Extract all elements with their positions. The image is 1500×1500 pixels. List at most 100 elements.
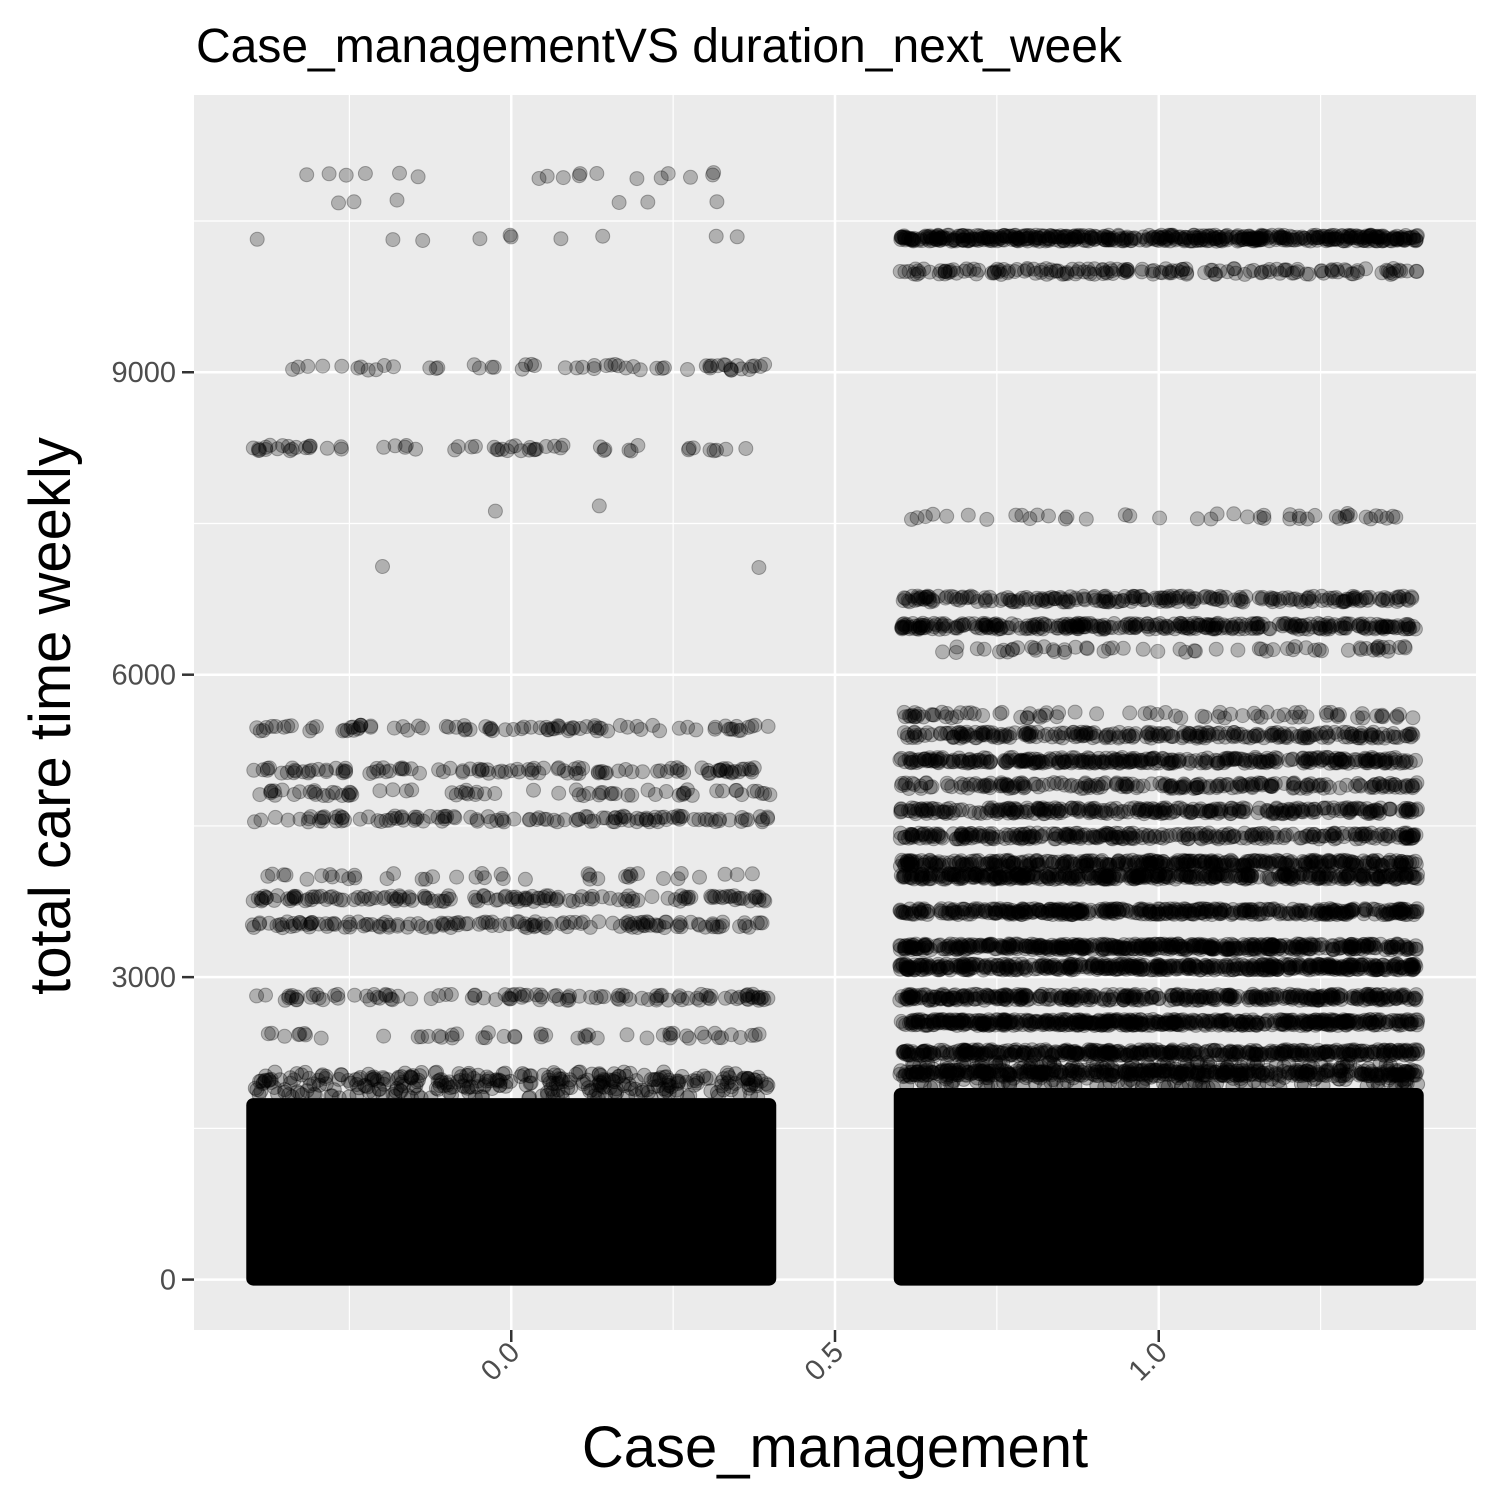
scatter-point — [258, 439, 274, 455]
scatter-point — [484, 359, 500, 375]
scatter-point — [383, 991, 399, 1007]
scatter-point — [629, 171, 645, 187]
scatter-point — [447, 442, 463, 458]
scatter-point — [1089, 706, 1105, 722]
scatter-point — [719, 1065, 735, 1081]
scatter-point — [725, 721, 741, 737]
scatter-point — [752, 358, 768, 374]
scatter-point — [697, 811, 713, 827]
scatter-point — [657, 1069, 673, 1085]
scatter-point — [744, 358, 760, 374]
scatter-point — [596, 1073, 612, 1088]
scatter-point — [710, 1088, 726, 1104]
scatter-point — [489, 442, 505, 458]
scatter-point — [1053, 775, 1069, 791]
scatter-point — [593, 1068, 609, 1083]
scatter-point — [504, 892, 520, 907]
scatter-point — [1384, 233, 1400, 249]
scatter-point — [430, 1081, 446, 1097]
scatter-point — [513, 1069, 529, 1084]
scatter-point — [1368, 229, 1383, 245]
scatter-point — [1404, 590, 1420, 606]
scatter-point — [669, 1073, 685, 1089]
scatter-point — [619, 1027, 635, 1043]
scatter-point — [318, 1076, 334, 1092]
scatter-point — [723, 764, 739, 780]
scatter-point — [646, 1072, 662, 1088]
scatter-point — [697, 1029, 713, 1045]
scatter-point — [280, 438, 296, 454]
scatter-point — [531, 171, 547, 186]
scatter-point — [517, 916, 533, 932]
scatter-point — [266, 1080, 282, 1095]
scatter-point — [317, 1071, 333, 1086]
scatter-point — [760, 718, 776, 734]
scatter-point — [386, 359, 401, 375]
scatter-point — [594, 1075, 610, 1091]
scatter-point — [514, 361, 530, 377]
scatter-point — [334, 441, 349, 457]
scatter-point — [1368, 508, 1384, 524]
scatter-point — [281, 1087, 297, 1103]
scatter-point — [1292, 728, 1308, 744]
scatter-point — [484, 1081, 500, 1096]
scatter-point — [1121, 728, 1137, 744]
scatter-point — [718, 357, 733, 373]
scatter-point — [1087, 800, 1103, 816]
scatter-point — [1189, 780, 1205, 795]
scatter-point — [737, 918, 753, 934]
scatter-point — [754, 915, 770, 931]
scatter-point — [1181, 755, 1197, 771]
scatter-point — [1325, 264, 1340, 280]
scatter-point — [464, 439, 480, 455]
scatter-point — [441, 719, 456, 735]
scatter-point — [397, 439, 413, 455]
scatter-point — [260, 868, 276, 884]
scatter-point — [257, 1073, 273, 1089]
scatter-point — [582, 1083, 598, 1099]
scatter-point — [526, 782, 541, 798]
scatter-point — [1040, 230, 1056, 246]
scatter-point — [1180, 616, 1196, 632]
scatter-point — [618, 988, 634, 1004]
scatter-point — [314, 1068, 330, 1084]
scatter-point — [1089, 830, 1105, 846]
scatter-point — [285, 361, 301, 377]
scatter-point — [1306, 752, 1322, 768]
scatter-point — [467, 889, 483, 905]
scatter-point — [738, 441, 754, 456]
scatter-point — [1035, 777, 1051, 793]
scatter-point — [547, 1067, 563, 1083]
scatter-point — [909, 729, 925, 745]
scatter-point — [444, 1030, 460, 1046]
scatter-point — [751, 560, 767, 575]
scatter-point — [451, 1066, 467, 1082]
scatter-point — [403, 1090, 419, 1106]
scatter-point — [351, 1080, 367, 1096]
scatter-point — [443, 987, 459, 1002]
scatter-point — [729, 229, 745, 245]
scatter-point — [1318, 725, 1334, 741]
scatter-point — [292, 1085, 308, 1101]
scatter-point — [283, 1070, 298, 1086]
scatter-point — [313, 1030, 329, 1046]
scatter-point — [488, 892, 504, 908]
scatter-point — [328, 785, 344, 801]
scatter-point — [650, 1078, 666, 1094]
scatter-point — [1250, 805, 1266, 821]
scatter-point — [1232, 589, 1248, 605]
scatter-point — [429, 1064, 445, 1080]
scatter-point — [490, 442, 506, 458]
scatter-point — [1298, 640, 1314, 656]
scatter-point — [415, 233, 431, 248]
scatter-point — [995, 619, 1010, 634]
scatter-point — [491, 1072, 507, 1088]
scatter-point — [302, 1078, 318, 1094]
scatter-point — [264, 1025, 280, 1041]
scatter-point — [676, 765, 692, 780]
scatter-point — [347, 1072, 363, 1088]
scatter-point — [590, 1077, 606, 1093]
scatter-point — [897, 264, 913, 280]
scatter-point — [284, 760, 300, 776]
scatter-point — [318, 916, 334, 932]
